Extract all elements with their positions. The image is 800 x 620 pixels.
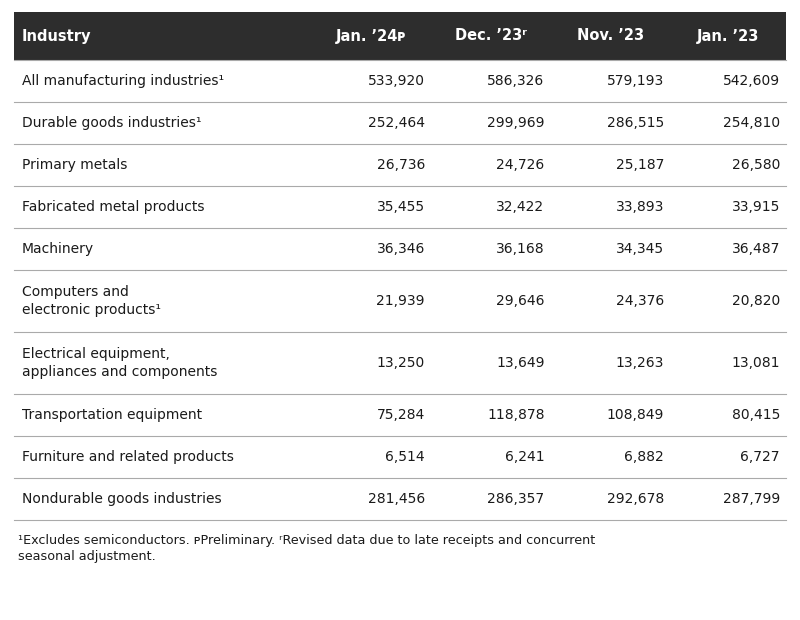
Text: 26,580: 26,580 [732,158,780,172]
Text: 26,736: 26,736 [377,158,425,172]
Text: 33,915: 33,915 [732,200,780,214]
Text: 586,326: 586,326 [487,74,545,88]
Text: 29,646: 29,646 [496,294,545,308]
Text: Machinery: Machinery [22,242,94,256]
Text: 36,487: 36,487 [732,242,780,256]
Text: 286,357: 286,357 [487,492,545,506]
Bar [14,228,786,270]
Bar [14,394,786,436]
Text: Industry: Industry [22,29,91,43]
Text: 34,345: 34,345 [616,242,664,256]
Text: 286,515: 286,515 [607,116,664,130]
Text: 6,882: 6,882 [625,450,664,464]
Text: 13,081: 13,081 [731,356,780,370]
Bar [14,60,786,102]
Text: Transportation equipment: Transportation equipment [22,408,202,422]
Bar [14,270,786,332]
Text: 36,346: 36,346 [377,242,425,256]
Text: 13,649: 13,649 [496,356,545,370]
Text: Nov. ’23: Nov. ’23 [577,29,644,43]
Text: 33,893: 33,893 [616,200,664,214]
Bar [14,144,786,186]
Text: Computers and
electronic products¹: Computers and electronic products¹ [22,285,161,317]
Text: Primary metals: Primary metals [22,158,127,172]
Text: Fabricated metal products: Fabricated metal products [22,200,205,214]
Text: 25,187: 25,187 [616,158,664,172]
Text: 6,514: 6,514 [386,450,425,464]
Text: 13,250: 13,250 [377,356,425,370]
Text: 13,263: 13,263 [616,356,664,370]
Text: Furniture and related products: Furniture and related products [22,450,234,464]
Text: 21,939: 21,939 [376,294,425,308]
Text: Durable goods industries¹: Durable goods industries¹ [22,116,202,130]
Bar [14,478,786,520]
Bar [14,186,786,228]
Text: 32,422: 32,422 [497,200,545,214]
Bar [14,436,786,478]
Bar [14,332,786,394]
Text: Jan. ’23: Jan. ’23 [697,29,759,43]
Text: 24,726: 24,726 [496,158,545,172]
Text: seasonal adjustment.: seasonal adjustment. [18,550,156,563]
Text: 6,241: 6,241 [505,450,545,464]
Text: 579,193: 579,193 [607,74,664,88]
Text: 108,849: 108,849 [607,408,664,422]
Text: Electrical equipment,
appliances and components: Electrical equipment, appliances and com… [22,347,218,379]
Text: 252,464: 252,464 [368,116,425,130]
Text: 287,799: 287,799 [722,492,780,506]
Text: All manufacturing industries¹: All manufacturing industries¹ [22,74,224,88]
Text: Dec. ’23ʳ: Dec. ’23ʳ [454,29,526,43]
Text: 292,678: 292,678 [607,492,664,506]
Text: 20,820: 20,820 [732,294,780,308]
Text: 6,727: 6,727 [741,450,780,464]
Text: 24,376: 24,376 [616,294,664,308]
Text: Jan. ’24ᴘ: Jan. ’24ᴘ [336,29,406,43]
Text: 281,456: 281,456 [368,492,425,506]
Text: 118,878: 118,878 [487,408,545,422]
Text: 542,609: 542,609 [723,74,780,88]
Text: 533,920: 533,920 [368,74,425,88]
Text: 254,810: 254,810 [723,116,780,130]
Bar [14,102,786,144]
Text: 35,455: 35,455 [377,200,425,214]
Text: Nondurable goods industries: Nondurable goods industries [22,492,222,506]
Text: 75,284: 75,284 [377,408,425,422]
Text: 80,415: 80,415 [732,408,780,422]
Bar [14,12,786,60]
Text: 299,969: 299,969 [487,116,545,130]
Text: ¹Excludes semiconductors. ᴘPreliminary. ʳRevised data due to late receipts and c: ¹Excludes semiconductors. ᴘPreliminary. … [18,534,595,547]
Text: 36,168: 36,168 [496,242,545,256]
